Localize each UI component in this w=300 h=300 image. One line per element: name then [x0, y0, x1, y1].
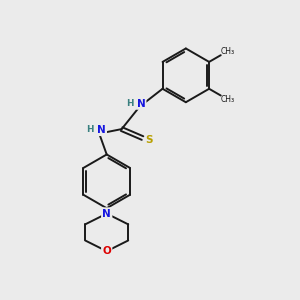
Text: CH₃: CH₃	[220, 47, 234, 56]
Text: N: N	[102, 208, 111, 219]
Text: CH₃: CH₃	[220, 95, 234, 104]
Text: O: O	[102, 246, 111, 256]
Text: N: N	[97, 125, 106, 135]
Text: N: N	[137, 99, 146, 109]
Text: S: S	[146, 135, 153, 146]
Text: H: H	[86, 124, 94, 134]
Text: H: H	[126, 99, 134, 108]
